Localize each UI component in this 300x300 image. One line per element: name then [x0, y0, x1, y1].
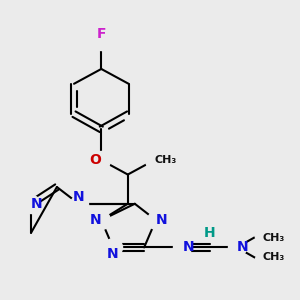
- Text: N: N: [182, 240, 194, 254]
- Text: N: N: [73, 190, 85, 204]
- Text: N: N: [31, 197, 43, 211]
- Text: N: N: [237, 240, 248, 254]
- Text: O: O: [89, 153, 101, 167]
- Text: N: N: [156, 213, 167, 227]
- Text: CH₃: CH₃: [263, 232, 285, 243]
- Text: F: F: [97, 27, 106, 41]
- Text: N: N: [107, 248, 119, 261]
- Text: CH₃: CH₃: [154, 155, 176, 165]
- Text: H: H: [204, 226, 215, 240]
- Text: N: N: [90, 213, 101, 227]
- Text: CH₃: CH₃: [263, 252, 285, 262]
